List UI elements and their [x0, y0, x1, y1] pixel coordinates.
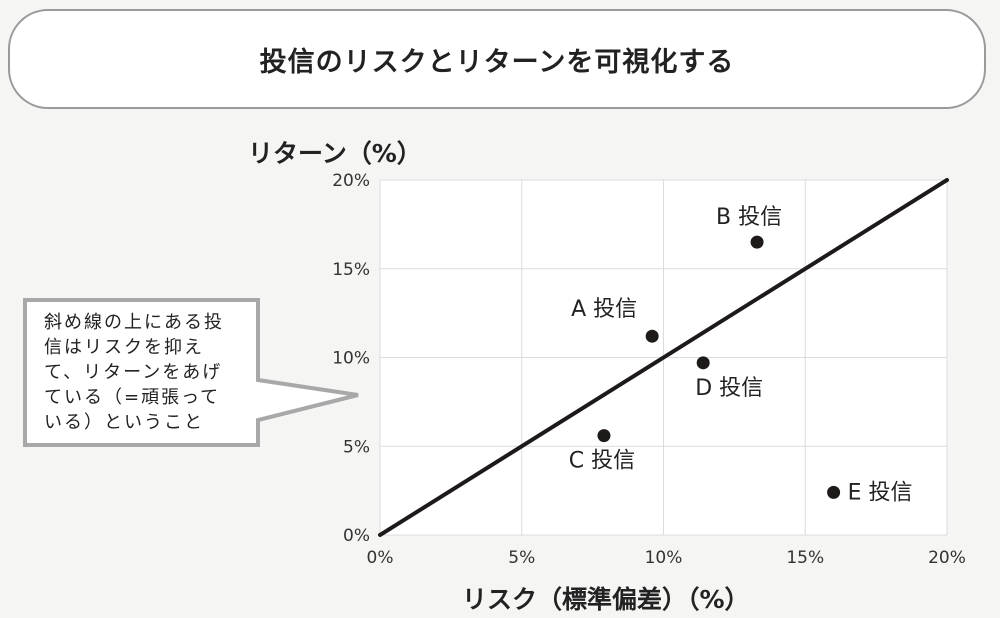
- data-point: [750, 235, 764, 249]
- callout-text: 斜め線の上にある投 信はリスクを抑え て、リターンをあげ ている（=頑張って い…: [44, 310, 259, 435]
- data-point-label: C 投信: [569, 449, 635, 474]
- y-tick-label: 20%: [332, 171, 370, 191]
- data-point-label: D 投信: [695, 376, 763, 401]
- data-point-label: B 投信: [716, 205, 782, 230]
- data-point: [645, 329, 659, 343]
- y-axis-label: リターン（%）: [248, 139, 422, 168]
- x-axis-label: リスク（標準偏差）（%）: [462, 585, 750, 614]
- callout-bubble: [23, 298, 359, 447]
- y-tick-label: 5%: [343, 437, 370, 457]
- x-tick-label: 20%: [928, 548, 966, 568]
- data-point: [696, 356, 710, 370]
- data-point-label: A 投信: [571, 297, 637, 322]
- reference-line: [378, 178, 949, 537]
- data-point: [827, 485, 841, 499]
- data-point-label: E 投信: [848, 480, 913, 505]
- callout-line: 斜め線の上にある投: [44, 312, 224, 333]
- title-box: 投信のリスクとリターンを可視化する: [8, 9, 986, 109]
- x-tick-label: 0%: [367, 548, 394, 568]
- callout-line: いる）ということ: [44, 412, 204, 433]
- y-tick-label: 0%: [343, 526, 370, 546]
- page-title: 投信のリスクとリターンを可視化する: [259, 46, 735, 78]
- y-tick-label: 15%: [332, 260, 370, 280]
- y-tick-label: 10%: [332, 349, 370, 369]
- callout-line: 信はリスクを抑え: [44, 337, 204, 358]
- data-point: [597, 429, 611, 443]
- x-tick-label: 10%: [645, 548, 683, 568]
- callout-line: て、リターンをあげ: [44, 362, 223, 383]
- x-tick-label: 15%: [786, 548, 824, 568]
- callout-line: ている（=頑張って: [44, 387, 221, 408]
- x-tick-label: 5%: [508, 548, 535, 568]
- plot-area: 0% 5% 10% 15% 20% 0% 5% 10% 15% 20% A 投信 B 投信 C 投信 D …: [332, 171, 966, 568]
